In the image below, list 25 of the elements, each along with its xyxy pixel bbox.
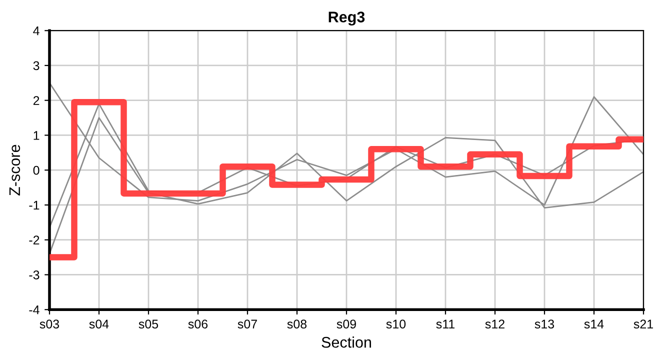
y-tick-label: 1	[34, 131, 40, 140]
y-tick-label: -3	[29, 270, 40, 280]
x-tick-label: s14	[584, 320, 604, 329]
y-tick-label: 3	[33, 61, 40, 70]
x-tick-label: s08	[287, 320, 307, 329]
x-tick-label: s03	[40, 320, 60, 329]
x-tick-label: s04	[89, 320, 109, 329]
y-tick-label: 2	[33, 96, 40, 105]
y-axis-title: Z-score	[9, 144, 20, 196]
x-tick-label: s12	[485, 320, 504, 329]
y-tick-label: 0	[33, 166, 40, 175]
chart-title: Reg3	[328, 12, 365, 26]
x-tick-label: s09	[336, 320, 356, 329]
y-tick-label: 4	[33, 26, 40, 36]
x-tick-label: s13	[534, 320, 554, 329]
x-tick-label: s05	[138, 320, 158, 329]
x-tick-label: s07	[238, 320, 257, 329]
x-tick-label: s06	[188, 320, 208, 329]
y-tick-label: -4	[29, 306, 40, 314]
x-tick-label: s10	[386, 320, 406, 329]
y-tick-label: -1	[29, 200, 40, 210]
x-axis-title: Section	[322, 336, 371, 348]
y-tick-label: -2	[29, 236, 40, 244]
x-tick-label: s11	[436, 320, 455, 329]
x-tick-label: s21	[634, 320, 653, 329]
